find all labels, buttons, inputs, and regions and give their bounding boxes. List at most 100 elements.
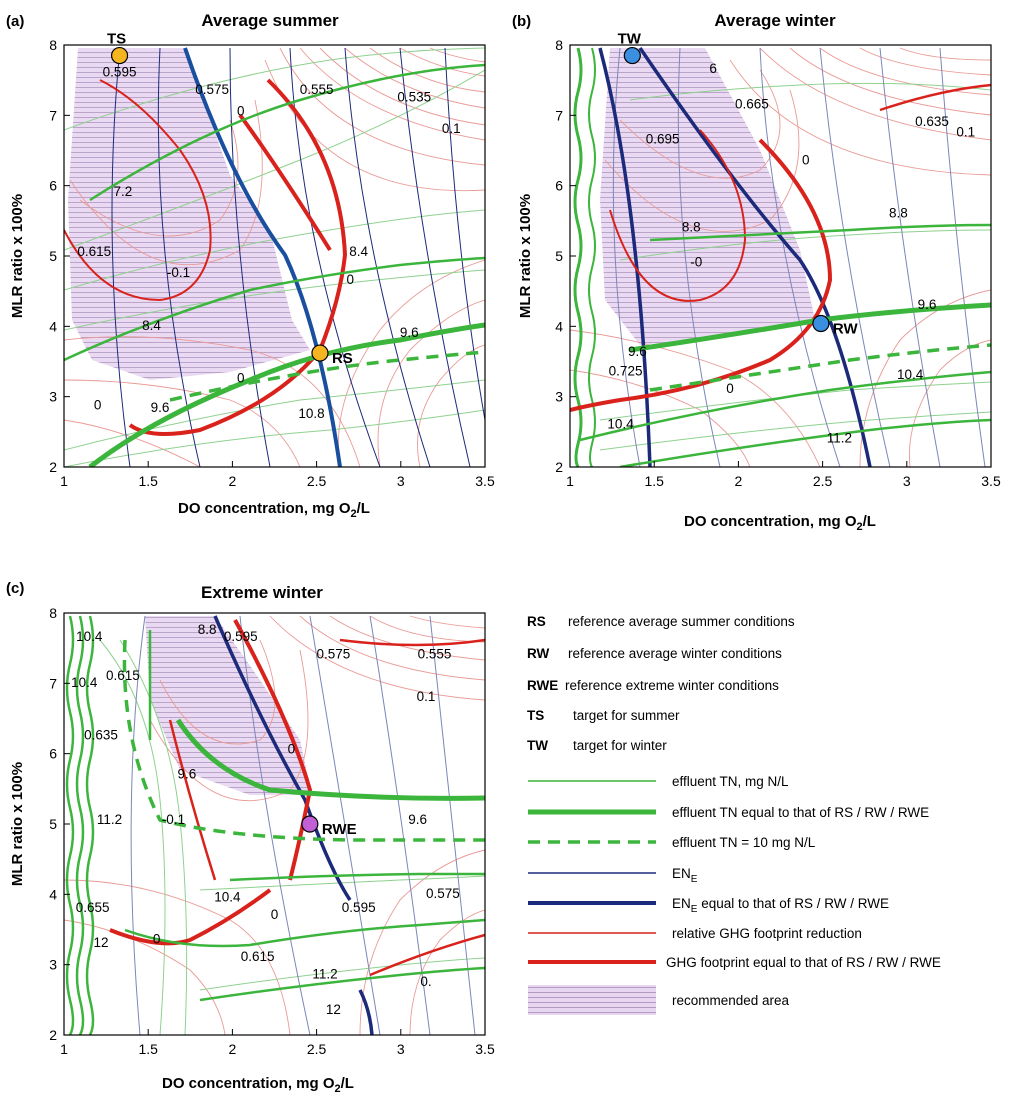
panel-b-contour-labels: 6 0.665 0.695 0.635 0.1 0 8.8 8.8 -0 9.6 9.6 0.725 0… xyxy=(607,61,975,445)
contour-label: 10.4 xyxy=(76,629,103,644)
panel-b-ylabel: MLR ratio x 100% xyxy=(517,194,534,318)
tn-104-line xyxy=(148,629,485,882)
contour-label: 0.555 xyxy=(418,647,452,662)
ghg-neg-contour xyxy=(64,79,212,302)
contour-label: 0 xyxy=(94,397,102,412)
panel-a: 1 1.5 2 2.5 3 3.5 2 3 4 5 6 7 8 0.595 0.575 0.555 0.535… xyxy=(6,11,495,520)
legend-label-tn-ref: effluent TN equal to that of RS / RW / R… xyxy=(672,805,929,820)
tn-88-line xyxy=(649,223,991,242)
contour-label: 0.535 xyxy=(397,89,431,104)
tn-12-line xyxy=(199,966,485,1002)
ghg-line-right xyxy=(339,638,485,647)
contour-label: 8.8 xyxy=(198,622,217,637)
point-label-rw: RW xyxy=(833,321,859,338)
legend-label-tn-10: effluent TN = 10 mg N/L xyxy=(672,835,816,850)
panel-c: 1 1.5 2 2.5 3 3.5 2 3 4 5 6 7 8 8.8 0.595 0.575 0.555 0.… xyxy=(6,580,495,1095)
x-tick-label: 2.5 xyxy=(813,473,833,489)
panel-a-plot-area xyxy=(64,47,485,467)
contour-label: 0 xyxy=(288,742,296,757)
x-tick-label: 2.5 xyxy=(307,1041,327,1057)
panel-a-tag: (a) xyxy=(6,13,24,30)
legend-label-en: ENE xyxy=(672,866,698,885)
contour-label: 0 xyxy=(237,103,245,118)
x-tick-label: 3.5 xyxy=(475,1041,495,1057)
contour-label: 8.4 xyxy=(142,318,161,333)
contour-label: 0.615 xyxy=(106,668,140,683)
panel-c-ylabel: MLR ratio x 100% xyxy=(9,762,26,886)
legend-abbr-rwe: RWE xyxy=(527,678,558,693)
panel-b-tag: (b) xyxy=(512,13,531,30)
contour-label: 8.8 xyxy=(889,205,908,220)
panel-b-points: TW RW xyxy=(618,31,859,338)
y-tick-label: 8 xyxy=(49,605,57,621)
contour-label: 0.635 xyxy=(84,728,118,743)
tn-72-line xyxy=(89,63,485,202)
tn-thin-lines xyxy=(99,639,485,1035)
legend-abbr-ts-text: target for summer xyxy=(573,708,680,723)
en-reference-line-2 xyxy=(358,989,374,1035)
contour-label: 8.8 xyxy=(682,219,701,234)
legend: RS reference average summer conditions R… xyxy=(527,614,941,1015)
panel-a-points: TS RS xyxy=(107,31,353,368)
contour-label: 0.575 xyxy=(195,82,229,97)
contour-label: 0 xyxy=(153,932,161,947)
panel-b-title: Average winter xyxy=(714,11,836,30)
contour-label: 0.1 xyxy=(956,124,975,139)
contour-label: 10.4 xyxy=(607,416,634,431)
contour-label: 0.575 xyxy=(426,886,460,901)
ghg-neg-contour xyxy=(609,129,747,302)
y-tick-label: 6 xyxy=(49,746,57,762)
x-tick-label: 1.5 xyxy=(138,1041,158,1057)
point-tw xyxy=(623,46,641,65)
en-thin-lines xyxy=(612,47,986,467)
contour-label: -0 xyxy=(690,255,702,270)
legend-label-ghg: relative GHG footprint reduction xyxy=(672,926,862,941)
y-tick-label: 8 xyxy=(49,37,57,53)
tn-10-line xyxy=(649,343,991,392)
y-tick-label: 2 xyxy=(555,459,563,475)
contour-label: 0.555 xyxy=(300,82,334,97)
y-tick-label: 3 xyxy=(555,389,563,405)
tn-reference-line xyxy=(175,718,485,801)
recommended-area xyxy=(145,616,312,795)
point-label-tw: TW xyxy=(618,31,642,48)
ghg-reference-line xyxy=(570,138,833,412)
en-reference-line xyxy=(213,615,352,901)
y-tick-label: 6 xyxy=(49,178,57,194)
x-tick-label: 3.5 xyxy=(475,473,495,489)
contour-label: 10.4 xyxy=(897,367,924,382)
y-tick-label: 3 xyxy=(49,389,57,405)
x-tick-label: 3 xyxy=(397,1041,405,1057)
x-tick-label: 3 xyxy=(397,473,405,489)
contour-label: 10.4 xyxy=(71,675,98,690)
y-tick-label: 7 xyxy=(49,675,57,691)
contour-label: 0.595 xyxy=(224,629,258,644)
contour-label: 9.6 xyxy=(400,325,419,340)
legend-label-en-ref: ENE equal to that of RS / RW / RWE xyxy=(672,896,889,915)
contour-label: 0.575 xyxy=(317,647,351,662)
tn-thin-lines xyxy=(599,82,991,451)
legend-abbr-rw-text: reference average winter conditions xyxy=(568,646,782,661)
legend-label-tn: effluent TN, mg N/L xyxy=(672,774,789,789)
contour-label: 8.4 xyxy=(349,244,368,259)
x-tick-label: 3 xyxy=(903,473,911,489)
tn-wavy-edge xyxy=(573,47,583,467)
contour-label: 9.6 xyxy=(178,766,197,781)
y-tick-label: 4 xyxy=(49,318,57,334)
contour-label: 7.2 xyxy=(114,184,133,199)
legend-swatch-area xyxy=(528,985,656,1015)
x-tick-label: 1.5 xyxy=(138,473,158,489)
ghg-line-top-right xyxy=(879,83,991,112)
contour-label: 0.595 xyxy=(342,900,376,915)
x-tick-label: 2 xyxy=(229,1041,237,1057)
contour-label: 0 xyxy=(347,272,355,287)
x-tick-label: 1 xyxy=(60,1041,68,1057)
y-tick-label: 5 xyxy=(49,816,57,832)
point-label-ts: TS xyxy=(107,31,126,48)
en-reference-line xyxy=(638,47,872,467)
contour-label: 0.725 xyxy=(609,364,643,379)
y-tick-label: 5 xyxy=(555,248,563,264)
contour-label: 12 xyxy=(326,1002,341,1017)
panel-c-title: Extreme winter xyxy=(201,583,323,602)
